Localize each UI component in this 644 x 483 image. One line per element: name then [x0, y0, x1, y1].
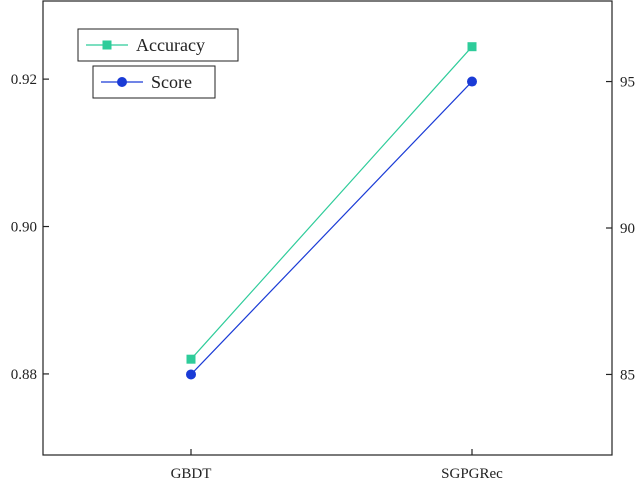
series-line-score — [190, 81, 473, 375]
legend-marker — [102, 40, 112, 50]
data-point-accuracy — [467, 42, 477, 52]
legend-label: Accuracy — [136, 35, 205, 55]
left-axis-tick-label: 0.92 — [11, 72, 37, 88]
right-axis-tick-label: 85 — [620, 367, 635, 383]
legend-marker — [117, 77, 127, 87]
right-axis-tick-label: 90 — [620, 221, 635, 237]
series-line-accuracy — [190, 46, 473, 360]
left-axis-tick-label: 0.88 — [11, 367, 37, 383]
x-axis-tick-label: GBDT — [171, 466, 212, 482]
data-point-score — [186, 369, 196, 380]
data-point-accuracy — [186, 354, 196, 364]
right-axis-tick-label: 95 — [620, 75, 635, 91]
x-axis-tick-label: SGPGRec — [441, 466, 503, 482]
legend-label: Score — [151, 72, 192, 92]
left-axis-tick-label: 0.90 — [11, 220, 37, 236]
data-point-score — [467, 76, 477, 87]
